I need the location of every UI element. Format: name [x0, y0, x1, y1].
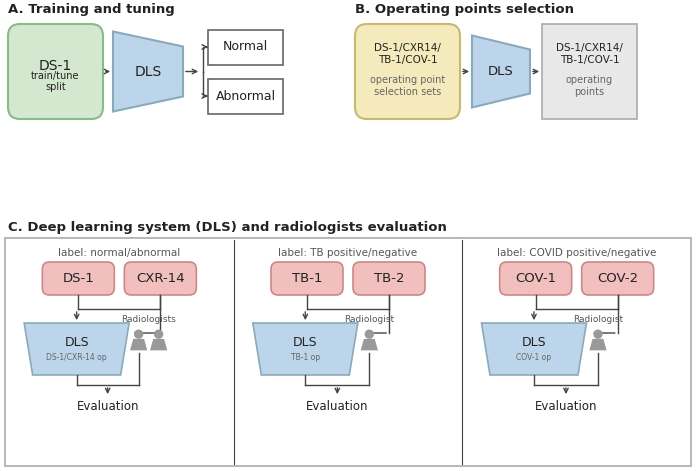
Polygon shape [361, 339, 378, 350]
Text: label: normal/abnormal: label: normal/abnormal [58, 248, 180, 258]
Polygon shape [590, 339, 607, 350]
Text: Radiologists: Radiologists [121, 315, 176, 324]
Text: Normal: Normal [223, 41, 268, 54]
Polygon shape [482, 323, 587, 375]
Polygon shape [472, 35, 530, 107]
Polygon shape [130, 339, 148, 350]
Text: COV-1 op: COV-1 op [516, 352, 551, 362]
Text: DS-1: DS-1 [63, 272, 94, 285]
Polygon shape [253, 323, 358, 375]
Text: B. Operating points selection: B. Operating points selection [355, 3, 574, 16]
Text: operating
points: operating points [566, 75, 613, 97]
Text: TB-2: TB-2 [374, 272, 404, 285]
Text: Evaluation: Evaluation [77, 399, 139, 413]
FancyBboxPatch shape [8, 24, 103, 119]
Text: DS-1/CXR14/
TB-1/COV-1: DS-1/CXR14/ TB-1/COV-1 [374, 43, 441, 65]
Circle shape [155, 330, 163, 338]
FancyBboxPatch shape [500, 262, 571, 295]
Text: Evaluation: Evaluation [306, 399, 369, 413]
Text: DS-1/CXR-14 op: DS-1/CXR-14 op [47, 352, 107, 362]
Text: DLS: DLS [522, 335, 546, 349]
Text: Radiologist: Radiologist [345, 315, 395, 324]
Text: operating point
selection sets: operating point selection sets [370, 75, 445, 97]
Text: DS-1/CXR14/
TB-1/COV-1: DS-1/CXR14/ TB-1/COV-1 [556, 43, 623, 65]
FancyBboxPatch shape [582, 262, 654, 295]
Text: A. Training and tuning: A. Training and tuning [8, 3, 175, 16]
Bar [208, 79, 283, 114]
Text: COV-2: COV-2 [597, 272, 638, 285]
Text: DLS: DLS [64, 335, 89, 349]
Text: Evaluation: Evaluation [535, 399, 597, 413]
Circle shape [365, 330, 373, 338]
FancyBboxPatch shape [42, 262, 114, 295]
Bar [542, 24, 637, 119]
Text: DLS: DLS [293, 335, 317, 349]
Circle shape [135, 330, 143, 338]
Text: TB-1 op: TB-1 op [291, 352, 320, 362]
FancyBboxPatch shape [125, 262, 196, 295]
FancyBboxPatch shape [353, 262, 425, 295]
Text: train/tune
split: train/tune split [31, 71, 80, 92]
Text: DS-1: DS-1 [39, 59, 72, 73]
Polygon shape [150, 339, 167, 350]
Text: C. Deep learning system (DLS) and radiologists evaluation: C. Deep learning system (DLS) and radiol… [8, 221, 447, 235]
Text: TB-1: TB-1 [292, 272, 322, 285]
Polygon shape [24, 323, 129, 375]
Polygon shape [113, 32, 183, 112]
Text: DLS: DLS [488, 65, 514, 78]
Text: Abnormal: Abnormal [216, 89, 276, 103]
Bar [5, 238, 691, 466]
Text: label: COVID positive/negative: label: COVID positive/negative [497, 248, 656, 258]
Text: label: TB positive/negative: label: TB positive/negative [278, 248, 418, 258]
Text: CXR-14: CXR-14 [136, 272, 184, 285]
FancyBboxPatch shape [355, 24, 460, 119]
Text: Radiologist: Radiologist [573, 315, 623, 324]
Text: DLS: DLS [134, 65, 161, 79]
FancyBboxPatch shape [271, 262, 343, 295]
Text: COV-1: COV-1 [515, 272, 556, 285]
Bar [208, 30, 283, 65]
Circle shape [594, 330, 602, 338]
